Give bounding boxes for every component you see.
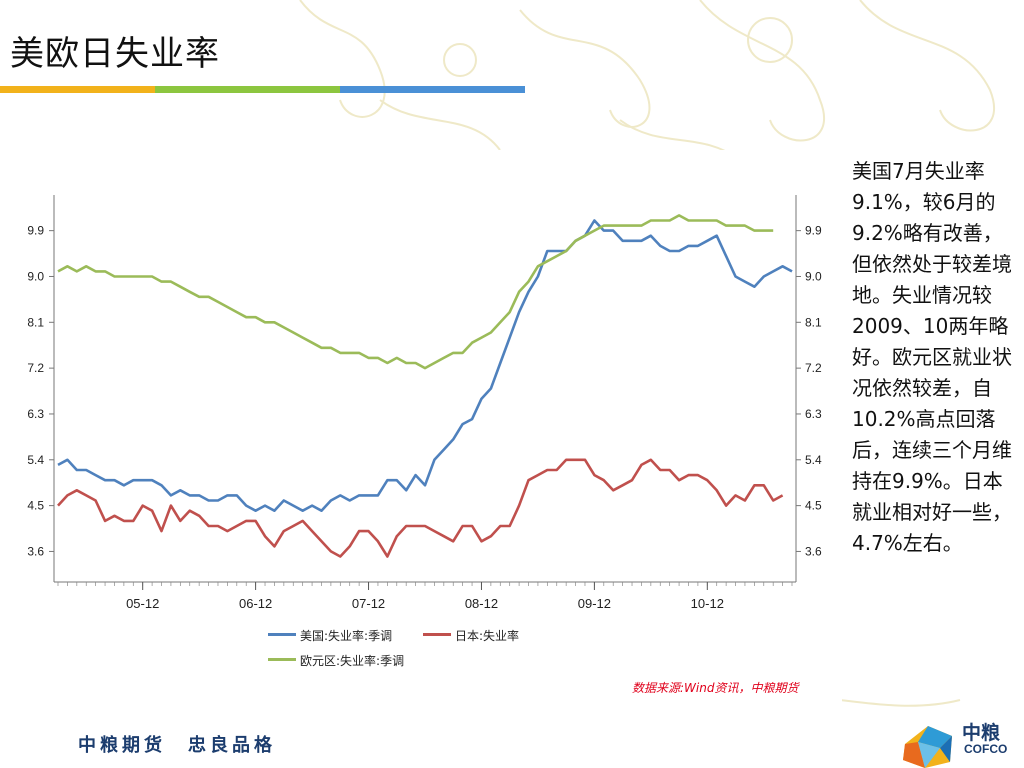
y-tick-label-right: 9.9 xyxy=(805,224,822,238)
x-tick-label: 07-12 xyxy=(352,596,385,611)
title-stripe-yellow xyxy=(0,86,155,93)
chart-lines xyxy=(57,214,793,558)
y-tick-label-left: 8.1 xyxy=(27,315,44,329)
legend-euro-line xyxy=(268,658,296,661)
logo-english-text: COFCO xyxy=(964,742,1008,756)
eurozone-unemployment-line xyxy=(57,214,774,370)
chart-area: 3.6 3.6 4.5 4.5 5.4 5.4 6.3 6.3 7.2 7.2 8.1 8.1 9.0 9… xyxy=(0,150,842,710)
legend-us-line xyxy=(268,633,296,636)
legend-euro-label: 欧元区:失业率:季调 xyxy=(300,654,405,668)
unemployment-chart: 3.6 3.6 4.5 4.5 5.4 5.4 6.3 6.3 7.2 7.2 8.1 8.1 9.0 9… xyxy=(27,195,822,611)
y-tick-label-right: 7.2 xyxy=(805,361,822,375)
logo-chinese-text: 中粮 xyxy=(962,722,1001,744)
y-tick-label-right: 4.5 xyxy=(805,499,822,513)
y-tick-label-left: 9.0 xyxy=(27,269,44,283)
japan-unemployment-line xyxy=(57,458,784,558)
y-tick-label-left: 6.3 xyxy=(27,407,44,421)
legend-japan-line xyxy=(423,633,451,636)
x-tick-label: 10-12 xyxy=(691,596,724,611)
chart-ticks: 3.6 3.6 4.5 4.5 5.4 5.4 6.3 6.3 7.2 7.2 8.1 8.1 9.0 9… xyxy=(27,224,822,611)
y-tick-label-left: 4.5 xyxy=(27,499,44,513)
y-tick-label-right: 3.6 xyxy=(805,544,822,558)
x-tick-label: 09-12 xyxy=(578,596,611,611)
y-tick-label-right: 9.0 xyxy=(805,269,822,283)
y-tick-label-left: 9.9 xyxy=(27,224,44,238)
x-tick-label: 08-12 xyxy=(465,596,498,611)
y-tick-label-right: 5.4 xyxy=(805,453,822,467)
legend-us-label: 美国:失业率:季调 xyxy=(300,629,393,643)
company-slogan: 中粮期货 忠良品格 xyxy=(78,735,276,756)
y-tick-label-right: 6.3 xyxy=(805,407,822,421)
slide-title: 美欧日失业率 xyxy=(10,34,220,74)
cofco-logo-icon xyxy=(903,726,952,768)
title-stripe-green xyxy=(155,86,340,93)
y-tick-label-left: 5.4 xyxy=(27,453,44,467)
x-tick-label: 05-12 xyxy=(126,596,159,611)
commentary-text: 美国7月失业率9.1%，较6月的9.2%略有改善，但依然处于较差境地。失业情况较… xyxy=(852,159,1012,555)
data-source-note: 数据来源:Wind资讯，中粮期货 xyxy=(632,681,799,695)
y-tick-label-left: 3.6 xyxy=(27,544,44,558)
title-stripe-blue xyxy=(340,86,525,93)
y-tick-label-left: 7.2 xyxy=(27,361,44,375)
y-tick-label-right: 8.1 xyxy=(805,315,822,329)
us-unemployment-line xyxy=(57,219,793,513)
legend-japan-label: 日本:失业率 xyxy=(455,629,520,643)
x-tick-label: 06-12 xyxy=(239,596,272,611)
